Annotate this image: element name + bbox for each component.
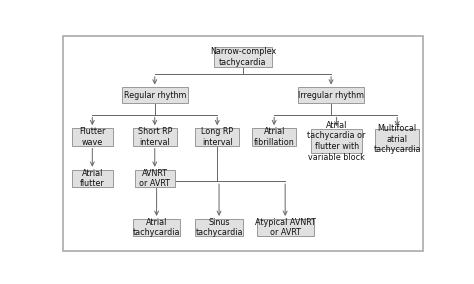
Text: Regular rhythm: Regular rhythm	[124, 91, 186, 100]
Text: Sinus
tachycardia: Sinus tachycardia	[195, 218, 243, 237]
FancyBboxPatch shape	[257, 219, 314, 236]
FancyBboxPatch shape	[213, 47, 272, 67]
FancyBboxPatch shape	[195, 128, 239, 146]
FancyBboxPatch shape	[133, 128, 177, 146]
Text: Irregular rhythm: Irregular rhythm	[298, 91, 364, 100]
FancyBboxPatch shape	[311, 129, 362, 153]
FancyBboxPatch shape	[298, 87, 364, 103]
Text: Flutter
wave: Flutter wave	[79, 127, 106, 147]
FancyBboxPatch shape	[195, 219, 243, 236]
FancyBboxPatch shape	[122, 87, 188, 103]
FancyBboxPatch shape	[135, 170, 175, 187]
FancyBboxPatch shape	[252, 128, 296, 146]
FancyBboxPatch shape	[63, 36, 423, 250]
Text: Atrial
tachycardia: Atrial tachycardia	[133, 218, 180, 237]
Text: Atrial
fibrillation: Atrial fibrillation	[254, 127, 294, 147]
Text: Short RP
interval: Short RP interval	[137, 127, 172, 147]
Text: Narrow-complex
tachycardia: Narrow-complex tachycardia	[210, 47, 276, 67]
Text: Atrial
tachycardia or
flutter with
variable block: Atrial tachycardia or flutter with varia…	[308, 121, 366, 162]
FancyBboxPatch shape	[72, 170, 112, 187]
Text: Long RP
interval: Long RP interval	[201, 127, 233, 147]
Text: AVNRT
or AVRT: AVNRT or AVRT	[139, 168, 170, 188]
Text: Atrial
flutter: Atrial flutter	[80, 168, 105, 188]
Text: Multifocal
atrial
tachycardia: Multifocal atrial tachycardia	[374, 124, 421, 154]
FancyBboxPatch shape	[72, 128, 112, 146]
FancyBboxPatch shape	[133, 219, 181, 236]
Text: Atypical AVNRT
or AVRT: Atypical AVNRT or AVRT	[255, 218, 316, 237]
FancyBboxPatch shape	[375, 129, 419, 149]
